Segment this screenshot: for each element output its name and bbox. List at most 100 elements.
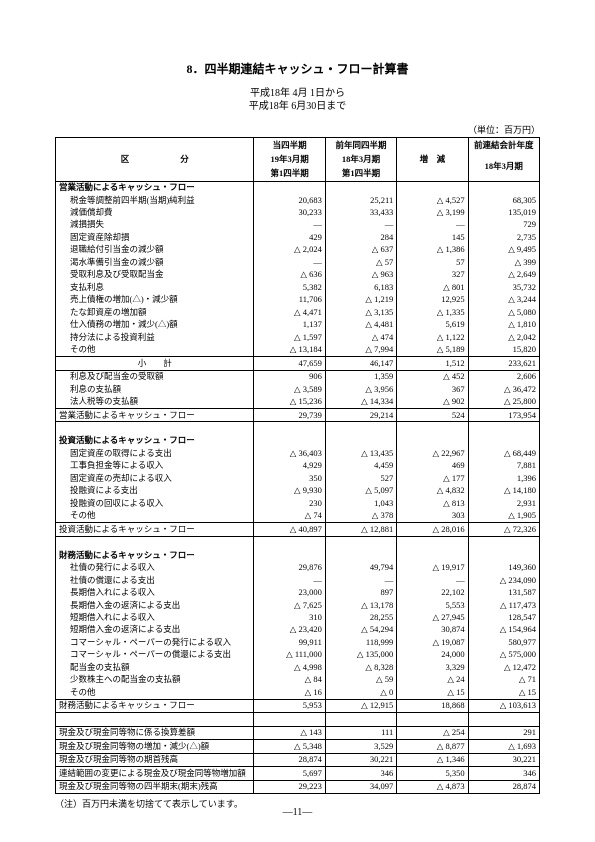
value-cell: △ 1,810 [468, 319, 539, 331]
row-label: 仕入債務の増加・減少(△)額 [56, 319, 254, 331]
value-cell: △ 3,589 [254, 383, 325, 395]
row-label: 現金及び現金同等物の期首残高 [56, 753, 254, 766]
value-cell: 5,953 [254, 699, 325, 712]
value-cell: 131,587 [468, 587, 539, 599]
value-cell: △ 1,335 [397, 306, 468, 318]
value-cell: △ 117,473 [468, 599, 539, 611]
row-label: 退職給付引当金の減少額 [56, 244, 254, 256]
value-cell: 580,977 [468, 636, 539, 648]
table-row: 投資活動によるキャッシュ・フロー△ 40,897△ 12,881△ 28,016… [56, 523, 540, 536]
value-cell: 527 [325, 472, 396, 484]
row-label: 利息の支払額 [56, 383, 254, 395]
value-cell: 346 [325, 767, 396, 780]
table-row: 現金及び現金同等物に係る換算差額△ 143111△ 254291 [56, 726, 540, 739]
value-cell: 99,911 [254, 636, 325, 648]
value-cell: 524 [397, 409, 468, 422]
value-cell: △ 4,832 [397, 485, 468, 497]
value-cell: △ 13,178 [325, 599, 396, 611]
value-cell: △ 902 [397, 396, 468, 409]
value-cell: △ 3,135 [325, 306, 396, 318]
row-label: 短期借入金の返済による支出 [56, 624, 254, 636]
value-cell: △ 1,386 [397, 244, 468, 256]
row-label: 固定資産除却損 [56, 231, 254, 243]
col-header-2c: 第1四半期 [325, 166, 396, 181]
value-cell: 30,221 [468, 753, 539, 766]
table-row: 利息及び配当金の受取額9061,359△ 4522,606 [56, 370, 540, 383]
value-cell: 28,874 [254, 753, 325, 766]
row-label: 固定資産の取得による支出 [56, 447, 254, 459]
table-row: 社債の発行による収入29,87649,794△ 19,917149,360 [56, 562, 540, 574]
value-cell: △ 72,326 [468, 523, 539, 536]
row-label: 工事負担金等による収入 [56, 460, 254, 472]
value-cell: △ 1,122 [397, 331, 468, 343]
value-cell: △ 4,481 [325, 319, 396, 331]
value-cell: 906 [254, 370, 325, 383]
table-row: 支払利息5,3826,183△ 80135,732 [56, 281, 540, 293]
table-row: 短期借入金の返済による支出△ 23,420△ 54,29430,874△ 154… [56, 624, 540, 636]
value-cell: 233,621 [468, 357, 539, 370]
cashflow-table: 区 分 当四半期 前年同四半期 増 減 前連結会計年度 19年3月期 18年3月… [55, 137, 540, 794]
value-cell: △ 23,420 [254, 624, 325, 636]
table-row: 現金及び現金同等物の期首残高28,87430,221△ 1,34630,221 [56, 753, 540, 766]
value-cell: 68,305 [468, 194, 539, 206]
value-cell: △ 13,435 [325, 447, 396, 459]
value-cell: 111 [325, 726, 396, 739]
value-cell: △ 5,080 [468, 306, 539, 318]
table-row: 利息の支払額△ 3,589△ 3,956367△ 36,472 [56, 383, 540, 395]
row-label: 財務活動によるキャッシュ・フロー [56, 699, 254, 712]
value-cell: △ 4,873 [397, 780, 468, 793]
table-row: 工事負担金等による収入4,9294,4594697,881 [56, 460, 540, 472]
table-row: 社債の償還による支出―――△ 234,090 [56, 574, 540, 586]
value-cell: 128,547 [468, 612, 539, 624]
value-cell: △ 378 [325, 510, 396, 523]
value-cell: 5,382 [254, 281, 325, 293]
value-cell: △ 13,184 [254, 344, 325, 357]
row-label: 固定資産の売却による収入 [56, 472, 254, 484]
value-cell: 1,137 [254, 319, 325, 331]
value-cell: 35,732 [468, 281, 539, 293]
table-row: その他△ 16△ 0△ 15△ 15 [56, 686, 540, 699]
value-cell: △ 3,199 [397, 207, 468, 219]
row-label: 支払利息 [56, 281, 254, 293]
value-cell: 47,659 [254, 357, 325, 370]
row-label: 渇水準備引当金の減少額 [56, 256, 254, 268]
row-label: 短期借入れによる収入 [56, 612, 254, 624]
section-label: 財務活動によるキャッシュ・フロー [56, 549, 254, 561]
value-cell: △ 111,000 [254, 649, 325, 661]
table-row: 固定資産除却損4292841452,735 [56, 231, 540, 243]
value-cell: △ 143 [254, 726, 325, 739]
value-cell: △ 4,998 [254, 661, 325, 673]
value-cell: 15,820 [468, 344, 539, 357]
table-row: 長期借入金の返済による支出△ 7,625△ 13,1785,553△ 117,4… [56, 599, 540, 611]
table-row: 投融資による支出△ 9,930△ 5,097△ 4,832△ 14,180 [56, 485, 540, 497]
value-cell: 57 [397, 256, 468, 268]
table-row: 短期借入れによる収入31028,255△ 27,945128,547 [56, 612, 540, 624]
table-row: 財務活動によるキャッシュ・フロー [56, 549, 540, 561]
value-cell: △ 3,956 [325, 383, 396, 395]
row-label: 法人税等の支払額 [56, 396, 254, 409]
row-label: たな卸資産の増加額 [56, 306, 254, 318]
value-cell: △ 1,597 [254, 331, 325, 343]
value-cell: △ 801 [397, 281, 468, 293]
value-cell: △ 4,471 [254, 306, 325, 318]
col-header-1a: 当四半期 [254, 138, 325, 153]
value-cell: △ 0 [325, 686, 396, 699]
value-cell: △ 54,294 [325, 624, 396, 636]
row-label: 連結範囲の変更による現金及び現金同等物増加額 [56, 767, 254, 780]
table-row: 固定資産の取得による支出△ 36,403△ 13,435△ 22,967△ 68… [56, 447, 540, 459]
table-row: 売上債権の増加(△)・減少額11,706△ 1,21912,925△ 3,244 [56, 294, 540, 306]
value-cell: △ 28,016 [397, 523, 468, 536]
value-cell: △ 16 [254, 686, 325, 699]
value-cell: 284 [325, 231, 396, 243]
period-from: 平成18年 4月 1日から [250, 88, 345, 99]
value-cell: 29,876 [254, 562, 325, 574]
value-cell: 367 [397, 383, 468, 395]
row-label: 現金及び現金同等物の増加・減少(△)額 [56, 740, 254, 753]
value-cell: 1,512 [397, 357, 468, 370]
row-label: 投資活動によるキャッシュ・フロー [56, 523, 254, 536]
value-cell: △ 7,625 [254, 599, 325, 611]
row-label: 長期借入れによる収入 [56, 587, 254, 599]
table-row: 持分法による投資利益△ 1,597△ 474△ 1,122△ 2,042 [56, 331, 540, 343]
row-label: 持分法による投資利益 [56, 331, 254, 343]
value-cell: 30,221 [325, 753, 396, 766]
